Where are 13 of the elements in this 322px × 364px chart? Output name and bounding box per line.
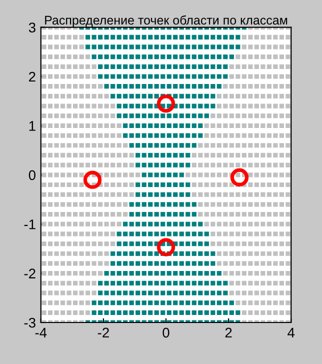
- x-tick-label: 0: [162, 328, 170, 338]
- y-tick-label: -3: [24, 318, 36, 328]
- x-tick-label: 4: [288, 328, 295, 338]
- y-tick-label: 1: [29, 121, 36, 131]
- x-tick-label: 2: [225, 328, 232, 338]
- x-tick-label: -4: [35, 328, 47, 338]
- y-tick-label: 3: [28, 22, 36, 32]
- chart-title: Распределение точек области по классам: [45, 15, 288, 28]
- x-tick-label: -2: [98, 328, 109, 338]
- y-tick-label: 0: [28, 170, 36, 180]
- y-tick-label: -1: [24, 220, 36, 230]
- y-tick-label: -2: [24, 268, 36, 278]
- y-tick-label: 2: [29, 72, 36, 82]
